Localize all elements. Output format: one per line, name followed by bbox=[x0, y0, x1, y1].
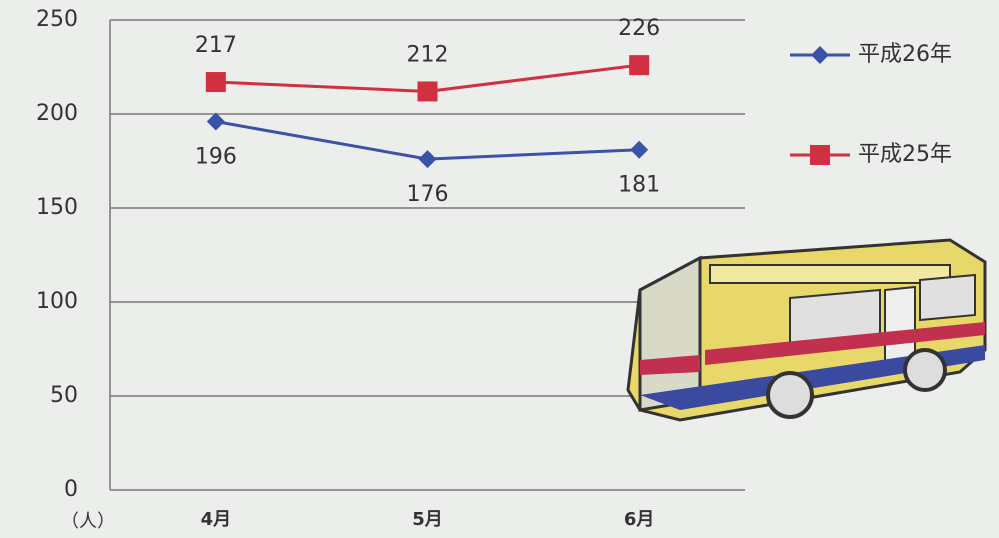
data-label: 181 bbox=[618, 173, 660, 198]
point bbox=[418, 150, 437, 169]
y-tick-label: 200 bbox=[36, 101, 78, 126]
legend-label: 平成26年 bbox=[858, 42, 952, 67]
y-tick-label: 150 bbox=[36, 195, 78, 220]
data-label: 226 bbox=[618, 16, 660, 41]
data-label: 176 bbox=[407, 182, 449, 207]
y-tick-label: 100 bbox=[36, 289, 78, 314]
point bbox=[630, 140, 649, 159]
y-tick-label: 50 bbox=[50, 383, 78, 408]
point bbox=[417, 81, 438, 102]
data-label: 196 bbox=[195, 145, 237, 170]
point bbox=[629, 55, 650, 76]
data-label: 212 bbox=[407, 42, 449, 67]
legend-label: 平成25年 bbox=[858, 142, 952, 167]
point bbox=[205, 72, 226, 93]
x-tick-label: 4月 bbox=[201, 509, 232, 530]
x-tick-label: 5月 bbox=[412, 509, 443, 530]
y-tick-label: 0 bbox=[64, 477, 78, 502]
data-label: 217 bbox=[195, 33, 237, 58]
y-tick-label: 250 bbox=[36, 7, 78, 32]
legend-marker bbox=[811, 46, 829, 64]
bus-illustration bbox=[626, 238, 987, 422]
x-tick-label: 6月 bbox=[624, 509, 655, 530]
legend-marker bbox=[810, 145, 830, 165]
point bbox=[206, 112, 225, 131]
y-unit: （人） bbox=[61, 511, 115, 532]
